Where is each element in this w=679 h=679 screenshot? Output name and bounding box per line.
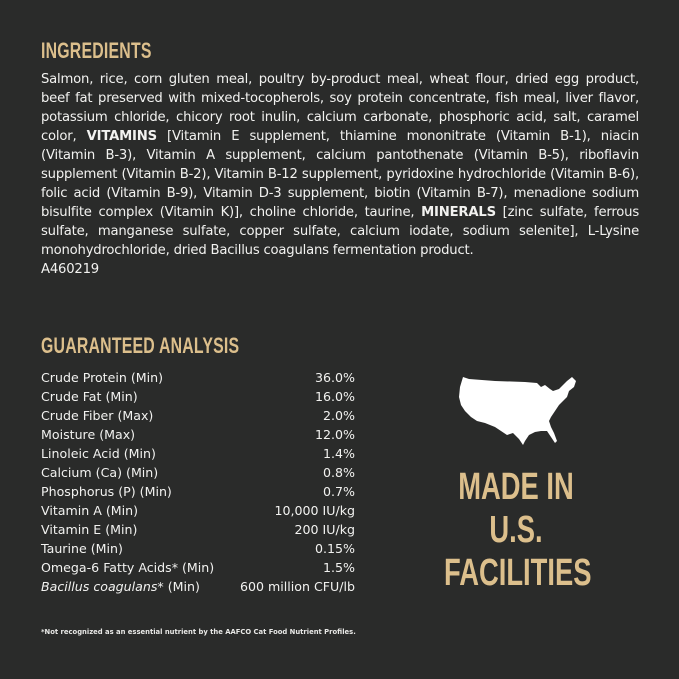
nutrient-label: Taurine (Min) [41, 541, 123, 556]
analysis-row: Phosphorus (P) (Min) 0.7% [41, 482, 355, 501]
nutrient-value: 16.0% [314, 389, 355, 404]
nutrient-label: Vitamin E (Min) [41, 522, 138, 537]
nutrient-label: Phosphorus (P) (Min) [41, 484, 172, 499]
analysis-row: Vitamin E (Min) 200 IU/kg [41, 520, 355, 539]
nutrient-label: Moisture (Max) [41, 427, 136, 442]
ingredients-text: Salmon, rice, corn gluten meal, poultry … [41, 70, 639, 279]
nutrient-label: Crude Protein (Min) [41, 370, 164, 385]
nutrient-label: Crude Fat (Min) [41, 389, 138, 404]
analysis-row: Bacillus coagulans* (Min) 600 million CFU… [41, 577, 355, 596]
analysis-row: Crude Protein (Min) 36.0% [41, 368, 355, 387]
nutrient-label: Omega-6 Fatty Acids* (Min) [41, 560, 215, 575]
vitamins-label: VITAMINS [86, 129, 157, 144]
nutrient-label: Bacillus coagulans* (Min) [41, 577, 200, 596]
analysis-row: Calcium (Ca) (Min) 0.8% [41, 463, 355, 482]
nutrient-value: 200 IU/kg [294, 522, 355, 537]
ingredients-part: [zinc sulfate, ferrous sulfate, manganes… [41, 205, 639, 258]
nutrient-value: 0.8% [323, 465, 355, 480]
badge-line: MADE IN [458, 466, 574, 508]
analysis-row: Taurine (Min) 0.15% [41, 539, 355, 558]
nutrient-label: Crude Fiber (Max) [41, 408, 154, 423]
nutrient-value: 10,000 IU/kg [274, 503, 355, 518]
usa-map-icon [459, 377, 576, 445]
badge-line: FACILITIES [444, 552, 592, 594]
nutrient-label: Calcium (Ca) (Min) [41, 465, 159, 480]
analysis-row: Omega-6 Fatty Acids* (Min) 1.5% [41, 558, 355, 577]
analysis-row: Crude Fat (Min) 16.0% [41, 387, 355, 406]
minerals-label: MINERALS [421, 205, 496, 220]
product-code: A460219 [41, 262, 99, 277]
footnote: *Not recognized as an essential nutrient… [41, 628, 356, 636]
analysis-row: Moisture (Max) 12.0% [41, 425, 355, 444]
nutrient-value: 1.5% [323, 560, 355, 575]
analysis-table: Crude Protein (Min) 36.0% Crude Fat (Min) 1… [41, 368, 355, 596]
nutrient-label: Linoleic Acid (Min) [41, 446, 156, 461]
analysis-row: Linoleic Acid (Min) 1.4% [41, 444, 355, 463]
made-in-usa-badge: MADE IN U.S. FACILITIES [416, 466, 616, 595]
nutrient-value: 0.15% [314, 541, 355, 556]
nutrient-value: 600 million CFU/lb [240, 579, 355, 594]
nutrient-value: 2.0% [323, 408, 355, 423]
nutrient-value: 12.0% [314, 427, 355, 442]
nutrient-value: 0.7% [323, 484, 355, 499]
analysis-row: Crude Fiber (Max) 2.0% [41, 406, 355, 425]
badge-line: U.S. [489, 509, 543, 551]
nutrient-label-italic: Bacillus coagulans [41, 579, 158, 594]
ingredients-part: [Vitamin E supplement, thiamine mononitr… [41, 129, 639, 220]
nutrient-value: 36.0% [314, 370, 355, 385]
ingredients-part: Salmon, rice, corn gluten meal, poultry … [41, 72, 639, 144]
nutrient-value: 1.4% [323, 446, 355, 461]
nutrient-label: Vitamin A (Min) [41, 503, 139, 518]
nutrient-label-rest: * (Min) [157, 579, 200, 594]
ingredients-title: INGREDIENTS [41, 38, 152, 63]
analysis-row: Vitamin A (Min) 10,000 IU/kg [41, 501, 355, 520]
analysis-title: GUARANTEED ANALYSIS [41, 333, 240, 358]
